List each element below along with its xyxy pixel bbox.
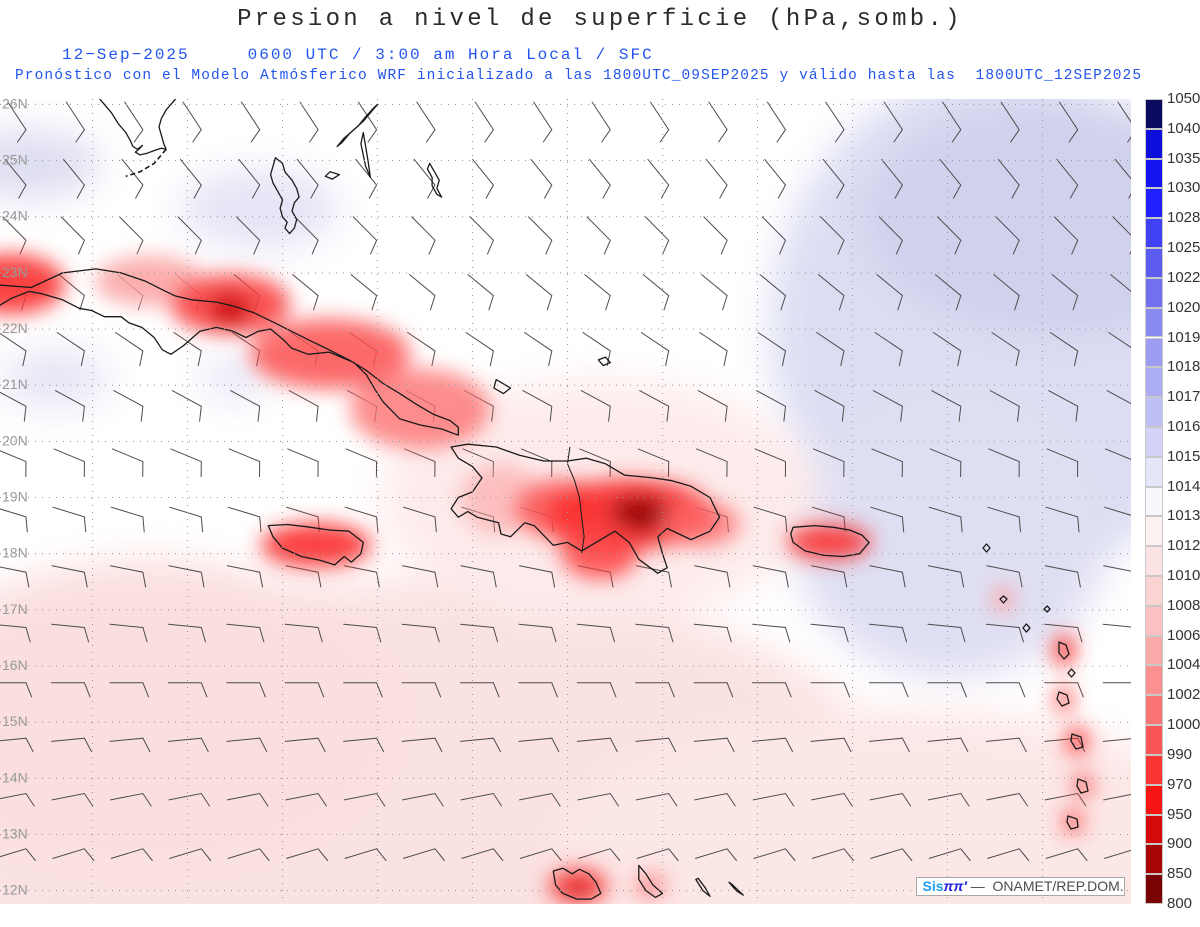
svg-text:17N: 17N — [2, 601, 28, 617]
svg-text:18N: 18N — [2, 545, 28, 561]
svg-text:20N: 20N — [2, 432, 28, 448]
svg-text:14N: 14N — [2, 769, 28, 785]
svg-text:13N: 13N — [2, 826, 28, 842]
svg-text:72W: 72W — [553, 903, 583, 904]
svg-text:60W: 60W — [1123, 903, 1131, 904]
svg-text:19N: 19N — [2, 489, 28, 505]
svg-text:23N: 23N — [2, 264, 28, 280]
svg-text:15N: 15N — [2, 713, 28, 729]
svg-text:12N: 12N — [2, 882, 28, 898]
svg-text:62W: 62W — [1028, 903, 1058, 904]
svg-text:78W: 78W — [268, 903, 298, 904]
svg-text:68W: 68W — [743, 903, 773, 904]
svg-text:24N: 24N — [2, 208, 28, 224]
svg-text:80W: 80W — [173, 903, 203, 904]
svg-text:66W: 66W — [838, 903, 868, 904]
svg-text:82W: 82W — [78, 903, 108, 904]
svg-text:26N: 26N — [2, 99, 28, 111]
svg-text:76W: 76W — [363, 903, 393, 904]
svg-text:21N: 21N — [2, 376, 28, 392]
svg-text:64W: 64W — [933, 903, 963, 904]
svg-text:22N: 22N — [2, 320, 28, 336]
svg-text:16N: 16N — [2, 657, 28, 673]
svg-text:25N: 25N — [2, 152, 28, 168]
svg-text:70W: 70W — [648, 903, 678, 904]
svg-text:74W: 74W — [458, 903, 488, 904]
